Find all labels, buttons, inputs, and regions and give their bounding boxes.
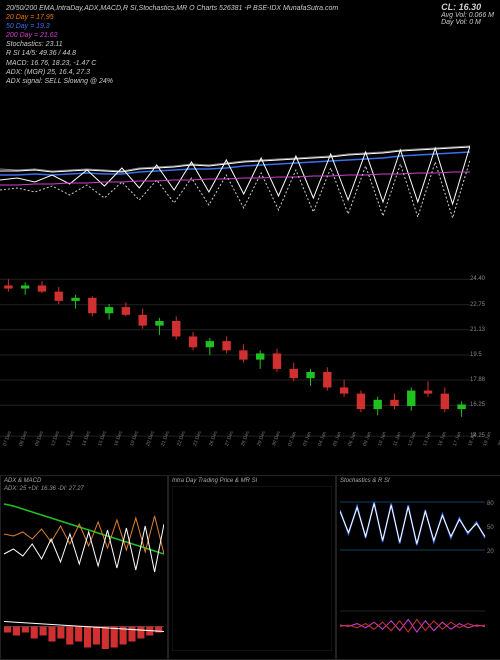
header-right: CL: 16.30 Avg Vol: 0.066 M Day Vol: 0 M [441,2,494,26]
header-line-1: 20/50/200 EMA,IntraDay,ADX,MACD,R SI,Sto… [6,4,494,13]
panel-intraday: Intra Day Trading Price & MR SI [168,475,336,660]
rsi-label: R SI 14/5: 49.36 / 44.8 [6,49,494,58]
ema20-label: 20 Day = 17.95 [6,13,494,22]
adx-label: ADX: (MGR) 25, 16.4, 27.3 [6,68,494,77]
svg-text:80: 80 [487,501,494,507]
chart-page: 20/50/200 EMA,IntraDay,ADX,MACD,R SI,Sto… [0,0,500,660]
price-tick: 16.25 [470,402,485,408]
panel3-title: Stochastics & R SI [340,478,500,484]
price-tick: 19.5 [470,352,482,358]
panel2-title: Intra Day Trading Price & MR SI [172,478,332,484]
panel1-subtitle: ADX: 25 +DI: 16.36 -DI: 27.27 [4,486,164,492]
ema200-label: 200 Day = 21.62 [6,31,494,40]
adx-signal-label: ADX signal: SELL Slowing @ 24% [6,77,494,86]
bottom-panels: ADX & MACD ADX: 25 +DI: 16.36 -DI: 27.27… [0,475,500,660]
ma-chart [0,90,470,240]
macd-label: MACD: 16.76, 18.23, -1.47 C [6,59,494,68]
price-axis: 24.4022.7521.1319.517.8816.2514.25 [470,270,498,440]
chart-header: 20/50/200 EMA,IntraDay,ADX,MACD,R SI,Sto… [0,0,500,88]
date-axis: 07 Dec08 Dec09 Dec12 Dec13 Dec14 Dec15 D… [0,445,470,465]
panel1-title: ADX & MACD [4,478,164,484]
price-tick: 22.75 [470,302,485,308]
avgvol-label: Avg Vol: 0.066 M [441,12,494,19]
stoch-label: Stochastics: 23.11 [6,40,494,49]
candle-chart [0,270,470,440]
panel-adx-macd: ADX & MACD ADX: 25 +DI: 16.36 -DI: 27.27 [0,475,168,660]
svg-text:50: 50 [487,525,494,531]
dayvol-label: Day Vol: 0 M [441,19,494,26]
close-label: CL: 16.30 [441,2,494,12]
svg-text:20: 20 [487,549,494,555]
ema50-label: 50 Day = 19.3 [6,22,494,31]
price-tick: 17.88 [470,377,485,383]
panel-stochastics: Stochastics & R SI 80 50 20 [336,475,500,660]
price-tick: 24.40 [470,276,485,282]
price-tick: 21.13 [470,327,485,333]
